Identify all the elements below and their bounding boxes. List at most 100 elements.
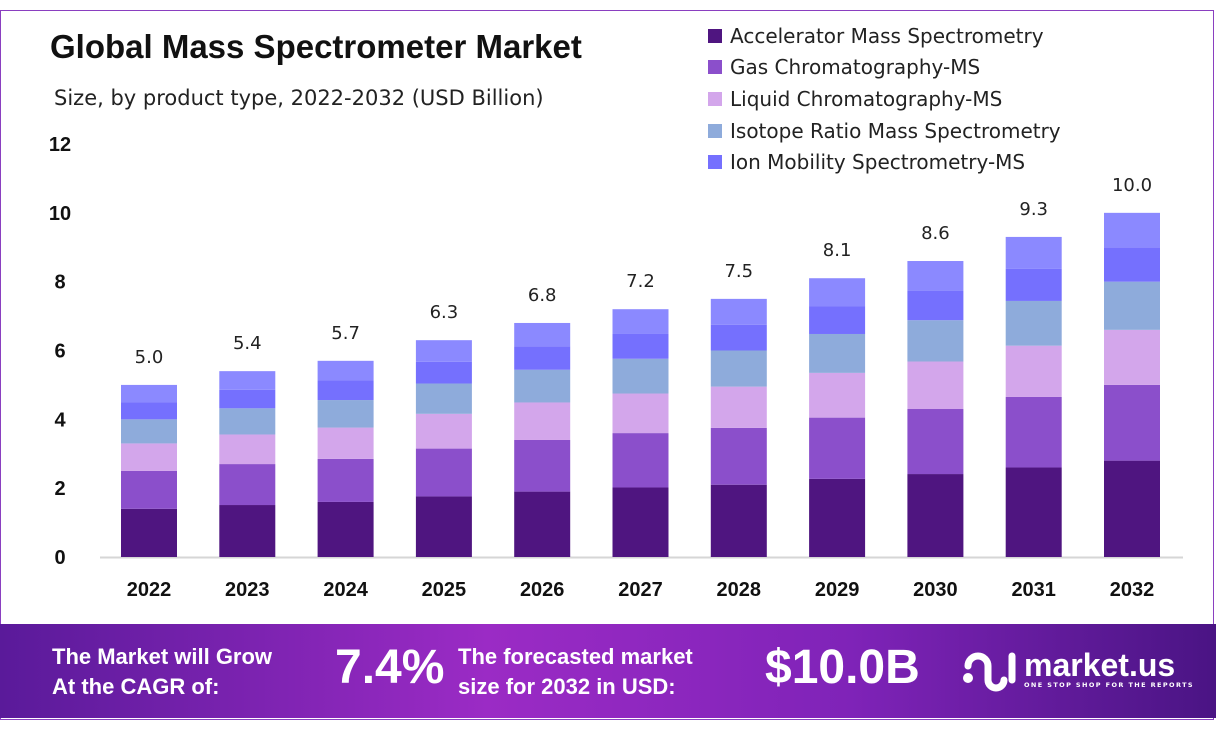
- x-tick-label: 2022: [127, 579, 172, 601]
- bar-segment: [121, 384, 177, 403]
- cagr-label-line: The Market will Grow: [52, 644, 273, 669]
- forecast-label-line: The forecasted market: [458, 644, 693, 669]
- bar-segment: [415, 413, 472, 449]
- chart-card: [0, 10, 1214, 720]
- bar-segment: [612, 487, 669, 557]
- x-tick-label: 2023: [225, 579, 270, 601]
- legend-item: Isotope Ratio Mass Spectrometry: [708, 115, 1061, 147]
- y-tick-label: 12: [49, 134, 71, 156]
- bar-segment: [317, 400, 374, 428]
- forecast-label: The forecasted market size for 2032 in US…: [458, 642, 693, 702]
- bar-segment: [415, 496, 472, 557]
- legend-label: Ion Mobility Spectrometry-MS: [730, 150, 1026, 175]
- bar-segment: [1104, 212, 1160, 248]
- bar-segment: [612, 333, 669, 359]
- bar-segment: [121, 508, 177, 557]
- logo-tagline: ONE STOP SHOP FOR THE REPORTS: [1024, 681, 1194, 689]
- data-label: 5.4: [233, 333, 262, 354]
- data-label: 6.8: [528, 285, 557, 306]
- data-label: 6.3: [430, 302, 459, 323]
- legend-label: Liquid Chromatography-MS: [730, 86, 1003, 111]
- bar-segment: [317, 427, 374, 459]
- bar-segment: [1104, 247, 1160, 282]
- data-label: 10.0: [1112, 175, 1152, 196]
- bar-segment: [710, 324, 767, 351]
- data-label: 5.0: [135, 347, 164, 368]
- bar-segment: [809, 333, 866, 373]
- chart-plot: 0 2 4 6 8 10 12 5.0 2022 5.4 2023 5.7 2024 6.3 2025 6.8…: [49, 134, 1183, 601]
- x-tick-label: 2026: [520, 579, 565, 601]
- bar-segment: [317, 458, 374, 502]
- bar-segment: [907, 474, 964, 557]
- bar-segment: [1104, 460, 1160, 557]
- bar-segment: [710, 350, 767, 387]
- bar-segment: [219, 408, 276, 435]
- bar-segment: [612, 358, 669, 394]
- x-tick-label: 2031: [1011, 579, 1056, 601]
- x-tick-label: 2029: [815, 579, 860, 601]
- bar-segment: [612, 393, 669, 434]
- bar-segment: [612, 433, 669, 488]
- bar-segment: [1104, 329, 1160, 385]
- x-tick-label: 2028: [717, 579, 762, 601]
- bar-segment: [219, 464, 276, 506]
- bar-segment: [710, 298, 767, 325]
- bar-segment: [514, 402, 571, 440]
- bar-segment: [121, 402, 177, 420]
- bar-segment: [1005, 467, 1062, 557]
- bar-segment: [121, 443, 177, 471]
- bar-segment: [907, 290, 964, 321]
- cagr-value: 7.4%: [335, 641, 445, 694]
- bar-segment: [710, 386, 767, 428]
- data-label: 5.7: [331, 323, 360, 344]
- bar-segment: [514, 346, 571, 370]
- legend-swatch: [708, 28, 722, 43]
- bar-segment: [1005, 268, 1062, 301]
- bar-segment: [809, 306, 866, 334]
- legend-swatch: [708, 60, 722, 75]
- bar-segment: [1104, 281, 1160, 330]
- bar-segment: [514, 369, 571, 403]
- y-tick-label: 8: [54, 272, 65, 294]
- bar-segment: [907, 261, 964, 291]
- data-label: 8.1: [823, 240, 852, 261]
- legend-label: Isotope Ratio Mass Spectrometry: [730, 118, 1061, 143]
- y-tick-label: 10: [49, 203, 71, 225]
- bar-segment: [514, 491, 571, 557]
- legend: Accelerator Mass Spectrometry Gas Chromat…: [708, 20, 1061, 178]
- bar-segment: [809, 278, 866, 307]
- data-label: 8.6: [921, 223, 950, 244]
- bar-segment: [1005, 300, 1062, 346]
- cagr-label: The Market will Grow At the CAGR of:: [52, 642, 272, 702]
- chart-title: Global Mass Spectrometer Market: [50, 28, 582, 65]
- bar-segment: [907, 320, 964, 362]
- bar-segment: [612, 309, 669, 334]
- bar-segment: [907, 361, 964, 410]
- bar-segment: [415, 340, 472, 362]
- legend-item: Accelerator Mass Spectrometry: [708, 20, 1061, 52]
- legend-item: Liquid Chromatography-MS: [708, 83, 1061, 115]
- bar-segment: [809, 417, 866, 479]
- x-tick-label: 2024: [323, 579, 368, 601]
- data-label: 7.5: [724, 261, 753, 282]
- bar-segment: [317, 501, 374, 557]
- y-tick-label: 0: [54, 547, 65, 569]
- legend-item: Ion Mobility Spectrometry-MS: [708, 146, 1061, 178]
- bar-segment: [907, 409, 964, 475]
- bar-segment: [317, 380, 374, 401]
- legend-swatch: [708, 123, 722, 138]
- legend-item: Gas Chromatography-MS: [708, 52, 1061, 84]
- bar-segment: [317, 360, 374, 381]
- bar-segment: [710, 427, 767, 485]
- bar-segment: [1005, 236, 1062, 269]
- legend-label: Gas Chromatography-MS: [730, 55, 981, 80]
- bar-segment: [1005, 396, 1062, 468]
- bar-segment: [219, 434, 276, 465]
- footer-banner: The Market will Grow At the CAGR of: 7.4%…: [0, 624, 1216, 718]
- bar-segment: [809, 478, 866, 557]
- market-us-logo: market.us ONE STOP SHOP FOR THE REPORTS: [960, 644, 1194, 694]
- chart-subtitle: Size, by product type, 2022-2032 (USD Bi…: [54, 86, 544, 110]
- bar-segment: [415, 448, 472, 497]
- logo-icon: [963, 652, 1016, 692]
- bar-segment: [415, 361, 472, 384]
